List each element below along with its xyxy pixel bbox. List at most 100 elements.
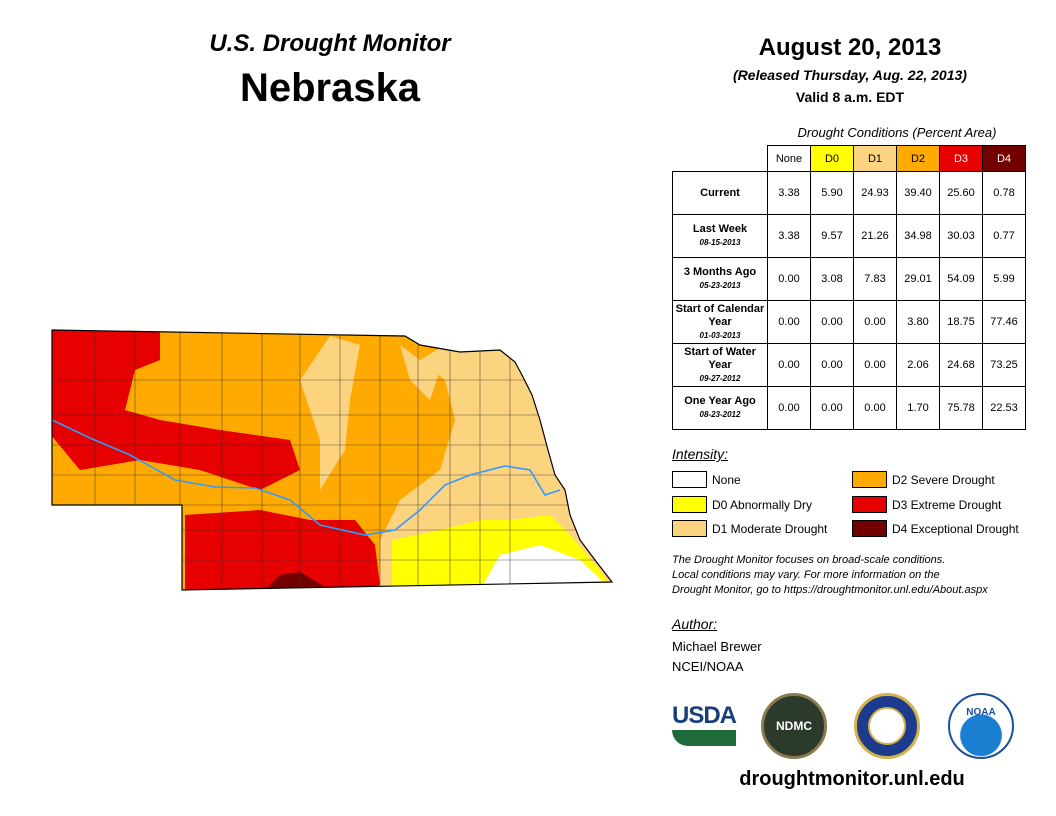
table-row: 3 Months Ago 05-23-2013 0.00 3.08 7.83 29.01 5… xyxy=(672,257,1026,301)
state-outline xyxy=(51,329,614,591)
author-org: NCEI/NOAA xyxy=(672,659,744,674)
nebraska-drought-map xyxy=(51,329,614,591)
cell-d1: 24.93 xyxy=(853,171,897,215)
cell-d0: 5.90 xyxy=(810,171,854,215)
legend-item: D0 Abnormally Dry xyxy=(672,496,812,513)
cell-d2: 1.70 xyxy=(896,386,940,430)
d1-area-central xyxy=(300,336,360,490)
noaa-logo-text: NOAA xyxy=(966,707,996,718)
d4-area xyxy=(265,572,322,590)
row-date: 09-27-2012 xyxy=(699,373,741,383)
cell-none: 3.38 xyxy=(767,171,811,215)
ndmc-logo: NDMC xyxy=(761,693,827,759)
cell-d3: 75.78 xyxy=(939,386,983,430)
author-info: Michael Brewer NCEI/NOAA xyxy=(672,637,762,677)
cell-d1: 0.00 xyxy=(853,386,897,430)
row-label: Last Week 08-15-2013 xyxy=(672,214,768,258)
cell-d0: 9.57 xyxy=(810,214,854,258)
row-label-text: Start of Water Year xyxy=(684,345,756,371)
column-header-d3: D3 xyxy=(939,145,983,172)
legend-swatch xyxy=(672,471,707,488)
table-row: One Year Ago 08-23-2012 0.00 0.00 0.00 1.70 75… xyxy=(672,386,1026,430)
platte-river xyxy=(52,419,561,536)
legend-label: None xyxy=(712,472,741,487)
cell-d2: 3.80 xyxy=(896,300,940,344)
d3-area-panhandle xyxy=(52,330,300,490)
noaa-logo: NOAA xyxy=(948,693,1014,759)
row-label: One Year Ago 08-23-2012 xyxy=(672,386,768,430)
legend-label: D3 Extreme Drought xyxy=(892,497,1002,512)
cell-d3: 25.60 xyxy=(939,171,983,215)
legend-item: D4 Exceptional Drought xyxy=(852,520,1019,537)
cell-d0: 0.00 xyxy=(810,386,854,430)
release-date: (Released Thursday, Aug. 22, 2013) xyxy=(733,67,967,83)
legend-item: D3 Extreme Drought xyxy=(852,496,1001,513)
cell-d0: 3.08 xyxy=(810,257,854,301)
map-date: August 20, 2013 xyxy=(758,34,942,61)
column-header-d2: D2 xyxy=(896,145,940,172)
cell-none: 3.38 xyxy=(767,214,811,258)
row-date: 08-15-2013 xyxy=(699,238,741,247)
drought-conditions-table: None D0 D1 D2 D3 D4 Current 3.38 5.90 24.93 39.40… xyxy=(672,145,1026,430)
legend-title: Intensity: xyxy=(672,446,729,462)
no-drought-area xyxy=(480,545,612,590)
usda-logo-text: USDA xyxy=(672,702,737,729)
column-header-d0: D0 xyxy=(810,145,854,172)
cell-d1: 7.83 xyxy=(853,257,897,301)
cell-d4: 77.46 xyxy=(982,300,1026,344)
cell-none: 0.00 xyxy=(767,343,811,387)
column-header-d4: D4 xyxy=(982,145,1026,172)
row-label: 3 Months Ago 05-23-2013 xyxy=(672,257,768,301)
row-label-text: Current xyxy=(700,186,740,199)
cell-d3: 24.68 xyxy=(939,343,983,387)
row-label: Start of Calendar Year 01-03-2013 xyxy=(672,300,768,344)
state-name: Nebraska xyxy=(239,66,421,110)
legend-item: D2 Severe Drought xyxy=(852,471,995,488)
cell-d2: 39.40 xyxy=(896,171,940,215)
cell-d2: 29.01 xyxy=(896,257,940,301)
cell-d4: 22.53 xyxy=(982,386,1026,430)
cell-d3: 18.75 xyxy=(939,300,983,344)
row-label-text: Last Week xyxy=(692,223,748,235)
legend-swatch xyxy=(852,520,887,537)
website-url[interactable]: droughtmonitor.unl.edu xyxy=(739,768,965,790)
cell-d1: 0.00 xyxy=(853,300,897,344)
map-title: U.S. Drought Monitor xyxy=(209,30,451,57)
cell-d0: 0.00 xyxy=(810,343,854,387)
legend-swatch xyxy=(852,496,887,513)
legend-item: None xyxy=(672,471,741,488)
row-label-text: One Year Ago xyxy=(684,395,756,407)
legend-label: D4 Exceptional Drought xyxy=(892,521,1019,536)
cell-d4: 0.78 xyxy=(982,171,1026,215)
legend-swatch xyxy=(672,496,707,513)
table-corner xyxy=(673,146,768,172)
row-label-text: 3 Months Ago xyxy=(683,266,757,278)
table-row: Start of Water Year 09-27-2012 0.00 0.00 0.0… xyxy=(672,343,1026,387)
cell-none: 0.00 xyxy=(767,386,811,430)
author-label: Author: xyxy=(672,616,718,632)
cell-d3: 30.03 xyxy=(939,214,983,258)
row-label-text: Start of Calendar Year xyxy=(675,302,765,328)
cell-d4: 5.99 xyxy=(982,257,1026,301)
legend-label: D1 Moderate Drought xyxy=(712,521,828,536)
cell-none: 0.00 xyxy=(767,300,811,344)
table-row: Start of Calendar Year 01-03-2013 0.00 0.00… xyxy=(672,300,1026,344)
disclaimer-note: The Drought Monitor focuses on broad-sca… xyxy=(672,553,1042,598)
row-label: Current xyxy=(672,171,768,215)
table-row: Last Week 08-15-2013 3.38 9.57 21.26 34.98 30.… xyxy=(672,214,1026,258)
note-line: Drought Monitor, go to https://droughtmo… xyxy=(672,584,988,596)
cell-d4: 0.77 xyxy=(982,214,1026,258)
row-date: 05-23-2013 xyxy=(699,281,741,290)
cell-d1: 21.26 xyxy=(853,214,897,258)
table-caption: Drought Conditions (Percent Area) xyxy=(797,125,997,140)
row-date: 01-03-2013 xyxy=(699,330,741,340)
cell-d2: 34.98 xyxy=(896,214,940,258)
column-header-d1: D1 xyxy=(853,145,897,172)
author-name: Michael Brewer xyxy=(672,639,762,654)
note-line: The Drought Monitor focuses on broad-sca… xyxy=(672,554,946,566)
note-line: Local conditions may vary. For more info… xyxy=(672,569,940,581)
valid-time: Valid 8 a.m. EDT xyxy=(795,89,905,105)
row-date: 08-23-2012 xyxy=(699,410,741,419)
legend-label: D0 Abnormally Dry xyxy=(712,497,813,512)
cell-d4: 73.25 xyxy=(982,343,1026,387)
